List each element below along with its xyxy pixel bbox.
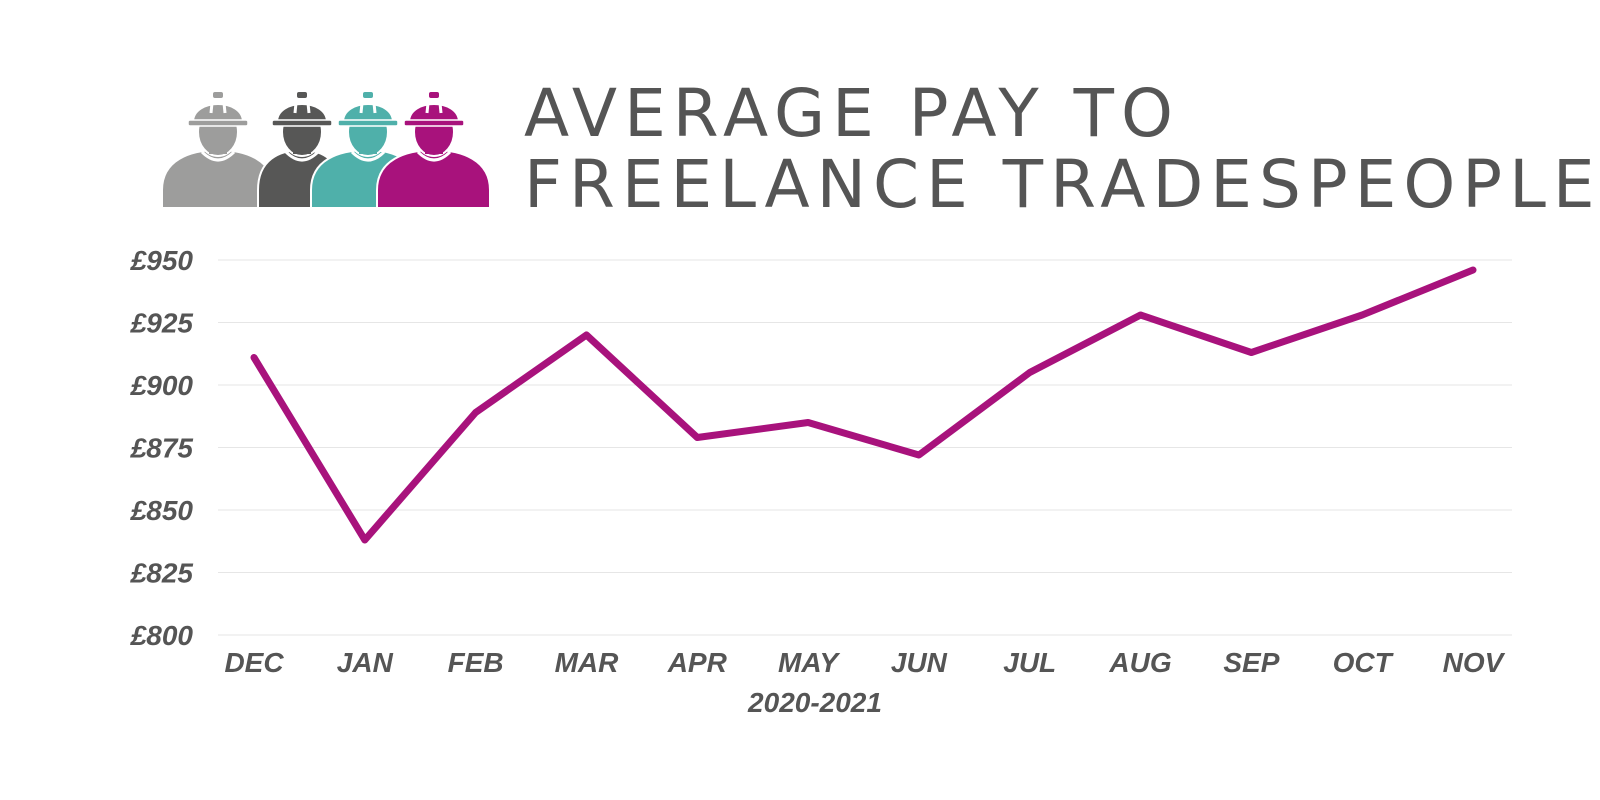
data-point bbox=[805, 419, 812, 426]
x-tick-label: JAN bbox=[337, 647, 394, 678]
chart-title-line-1: AVERAGE PAY TO bbox=[524, 75, 1180, 152]
construction-workers-icon bbox=[161, 92, 491, 209]
x-tick-label: SEP bbox=[1223, 647, 1279, 678]
series-line bbox=[250, 266, 1477, 544]
data-point bbox=[251, 354, 257, 361]
x-tick-label: DEC bbox=[224, 647, 284, 678]
chart-title-line-2: FREELANCE TRADESPEOPLE bbox=[524, 146, 1600, 223]
y-axis-tick-labels: £800 £825 £850 £875 £900 £925 £950 bbox=[130, 245, 194, 651]
data-point bbox=[1359, 312, 1366, 318]
y-tick-label: £950 bbox=[130, 245, 194, 276]
x-tick-label: JUN bbox=[891, 647, 948, 678]
series-group bbox=[250, 266, 1477, 544]
y-tick-label: £800 bbox=[130, 620, 194, 651]
data-point bbox=[1470, 267, 1476, 273]
y-tick-label: £900 bbox=[130, 370, 194, 401]
worker-icon bbox=[257, 92, 343, 209]
data-point bbox=[1137, 312, 1144, 318]
x-tick-label: NOV bbox=[1443, 647, 1506, 678]
x-tick-label: MAY bbox=[778, 647, 840, 678]
x-axis-tick-labels: DEC JAN FEB MAR APR MAY JUN JUL AUG SEP OCT NOV bbox=[224, 647, 1505, 678]
worker-icon bbox=[161, 92, 275, 209]
y-tick-label: £825 bbox=[130, 558, 194, 589]
data-point bbox=[1248, 349, 1255, 356]
data-point bbox=[915, 452, 922, 458]
x-tick-label: AUG bbox=[1108, 647, 1171, 678]
x-tick-label: MAR bbox=[555, 647, 620, 678]
data-point bbox=[694, 434, 701, 441]
x-tick-label: FEB bbox=[448, 647, 504, 678]
data-point bbox=[1026, 369, 1033, 376]
y-tick-label: £875 bbox=[130, 433, 194, 464]
x-axis-title: 2020-2021 bbox=[747, 687, 882, 718]
y-tick-label: £850 bbox=[130, 495, 194, 526]
x-tick-label: APR bbox=[667, 647, 728, 678]
worker-icon bbox=[376, 92, 491, 209]
gridlines bbox=[218, 259, 1512, 636]
data-point bbox=[361, 537, 368, 543]
data-point bbox=[583, 332, 590, 338]
x-tick-label: JUL bbox=[1003, 647, 1056, 678]
data-point bbox=[472, 409, 479, 416]
x-tick-label: OCT bbox=[1333, 647, 1395, 678]
y-tick-label: £925 bbox=[130, 308, 194, 339]
